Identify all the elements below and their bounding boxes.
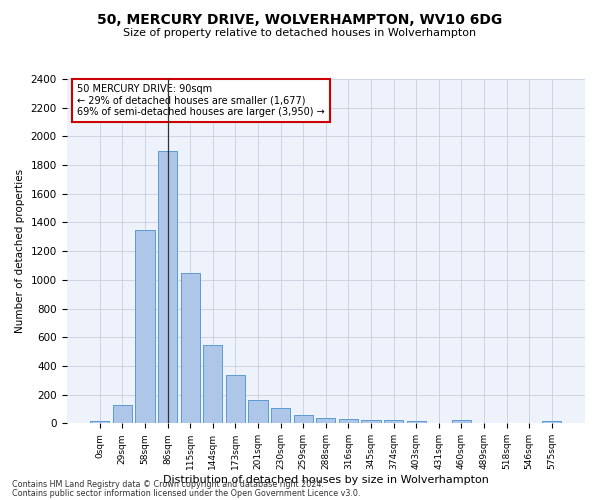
Text: 50, MERCURY DRIVE, WOLVERHAMPTON, WV10 6DG: 50, MERCURY DRIVE, WOLVERHAMPTON, WV10 6…	[97, 12, 503, 26]
Text: 50 MERCURY DRIVE: 90sqm
← 29% of detached houses are smaller (1,677)
69% of semi: 50 MERCURY DRIVE: 90sqm ← 29% of detache…	[77, 84, 325, 117]
Bar	[452, 420, 471, 424]
Y-axis label: Number of detached properties: Number of detached properties	[15, 169, 25, 333]
Text: Contains public sector information licensed under the Open Government Licence v3: Contains public sector information licen…	[12, 489, 361, 498]
Bar	[203, 345, 223, 424]
Text: Contains HM Land Registry data © Crown copyright and database right 2024.: Contains HM Land Registry data © Crown c…	[12, 480, 324, 489]
Bar	[158, 150, 177, 424]
Bar	[90, 421, 109, 424]
Bar	[136, 230, 155, 424]
X-axis label: Distribution of detached houses by size in Wolverhampton: Distribution of detached houses by size …	[163, 475, 489, 485]
Bar	[226, 376, 245, 424]
Bar	[271, 408, 290, 424]
Bar	[542, 421, 562, 424]
Bar	[407, 421, 426, 424]
Bar	[181, 274, 200, 424]
Text: Size of property relative to detached houses in Wolverhampton: Size of property relative to detached ho…	[124, 28, 476, 38]
Bar	[339, 419, 358, 424]
Bar	[384, 420, 403, 424]
Bar	[316, 418, 335, 424]
Bar	[293, 414, 313, 424]
Bar	[113, 406, 132, 423]
Bar	[248, 400, 268, 423]
Bar	[361, 420, 380, 424]
